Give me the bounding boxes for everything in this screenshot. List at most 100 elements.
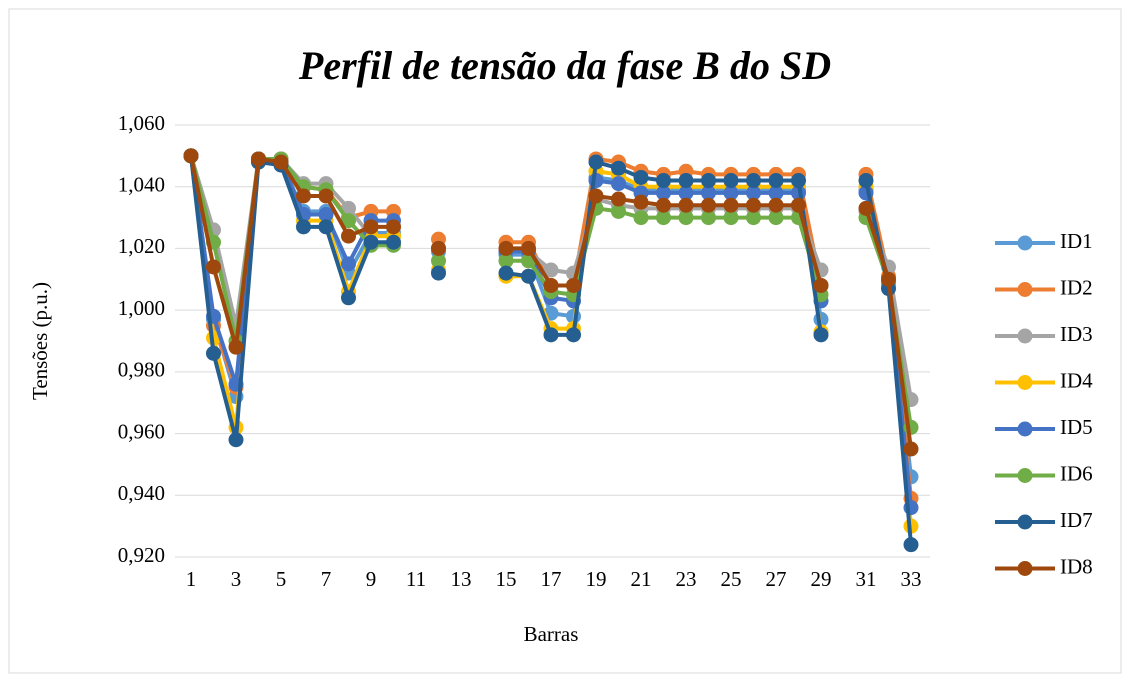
data-point [678, 185, 694, 201]
data-point [656, 185, 671, 201]
legend-marker [1017, 468, 1033, 483]
data-point [206, 345, 221, 361]
data-point [296, 219, 311, 235]
data-point [633, 210, 649, 226]
data-point [903, 441, 919, 457]
x-tick-label: 33 [901, 567, 922, 591]
legend-label: ID5 [1060, 415, 1093, 439]
data-point [206, 259, 221, 275]
legend-marker [1017, 561, 1033, 576]
x-tick-label: 25 [721, 567, 742, 591]
data-point [678, 197, 694, 213]
data-point [678, 210, 694, 226]
data-point [813, 327, 829, 343]
data-point [228, 339, 244, 355]
data-point [521, 240, 536, 256]
data-point [498, 253, 514, 269]
x-tick-label: 31 [856, 567, 877, 591]
y-tick-label: 0,920 [118, 543, 165, 567]
x-tick-label: 17 [541, 567, 562, 591]
data-point [498, 265, 514, 281]
data-point [723, 173, 739, 189]
x-tick-label: 29 [811, 567, 832, 591]
data-point [521, 268, 536, 284]
data-point [746, 197, 761, 213]
y-tick-label: 0,940 [118, 481, 165, 505]
legend-label: ID4 [1060, 368, 1093, 392]
x-tick-label: 23 [676, 567, 697, 591]
data-point [341, 200, 356, 216]
chart-title: Perfil de tensão da fase B do SD [298, 43, 831, 88]
data-point [341, 228, 356, 244]
x-tick-label: 13 [451, 567, 472, 591]
y-tick-label: 1,000 [118, 296, 165, 320]
data-point [386, 234, 401, 250]
x-tick-label: 7 [321, 567, 332, 591]
data-point [633, 194, 649, 210]
data-point [363, 219, 379, 235]
data-point [431, 240, 446, 256]
x-tick-label: 15 [496, 567, 517, 591]
data-point [791, 197, 806, 213]
data-point [768, 185, 784, 201]
y-tick-label: 0,980 [118, 358, 165, 382]
data-point [881, 271, 896, 287]
data-point [656, 197, 671, 213]
legend-label: ID8 [1060, 554, 1093, 578]
data-point [386, 219, 401, 235]
x-tick-label: 5 [276, 567, 287, 591]
data-point [611, 176, 626, 192]
data-point [791, 173, 806, 189]
data-point [656, 173, 671, 189]
data-point [318, 206, 334, 222]
y-tick-label: 0,960 [118, 419, 165, 443]
legend-label: ID6 [1060, 461, 1093, 485]
y-tick-label: 1,060 [118, 111, 165, 135]
legend-marker [1017, 375, 1033, 390]
data-point [656, 210, 671, 226]
data-point [588, 188, 604, 204]
x-tick-label: 3 [231, 567, 242, 591]
y-tick-label: 1,040 [118, 173, 165, 197]
data-point [543, 277, 559, 293]
data-point [701, 173, 716, 189]
x-tick-label: 1 [186, 567, 197, 591]
data-point [746, 185, 761, 201]
data-point [543, 327, 559, 343]
data-point [611, 203, 626, 219]
data-point [341, 213, 356, 229]
data-point [746, 210, 761, 226]
data-point [228, 432, 244, 448]
data-point [431, 253, 446, 269]
data-point [611, 191, 626, 207]
y-axis-title: Tensões (p.u.) [28, 282, 52, 400]
data-point [858, 173, 874, 189]
data-point [273, 154, 289, 170]
x-tick-label: 9 [366, 567, 377, 591]
x-tick-label: 27 [766, 567, 787, 591]
y-tick-label: 1,020 [118, 234, 165, 258]
data-point [633, 169, 649, 185]
legend-marker [1017, 328, 1033, 344]
legend-marker [1017, 282, 1033, 297]
data-point [318, 219, 334, 235]
data-point [768, 210, 784, 226]
legend-marker [1017, 421, 1033, 437]
legend-label: ID2 [1060, 275, 1093, 299]
data-point [566, 277, 581, 293]
data-point [701, 185, 716, 201]
chart-frame [8, 8, 1122, 674]
x-tick-label: 19 [586, 567, 607, 591]
data-point [543, 262, 559, 278]
data-point [768, 197, 784, 213]
data-point [701, 210, 716, 226]
data-point [566, 327, 581, 343]
x-tick-label: 21 [631, 567, 652, 591]
legend-marker [1017, 235, 1033, 251]
data-point [746, 173, 761, 189]
data-point [611, 160, 626, 176]
legend-label: ID3 [1060, 322, 1093, 346]
data-point [588, 154, 604, 170]
data-point [341, 256, 356, 272]
